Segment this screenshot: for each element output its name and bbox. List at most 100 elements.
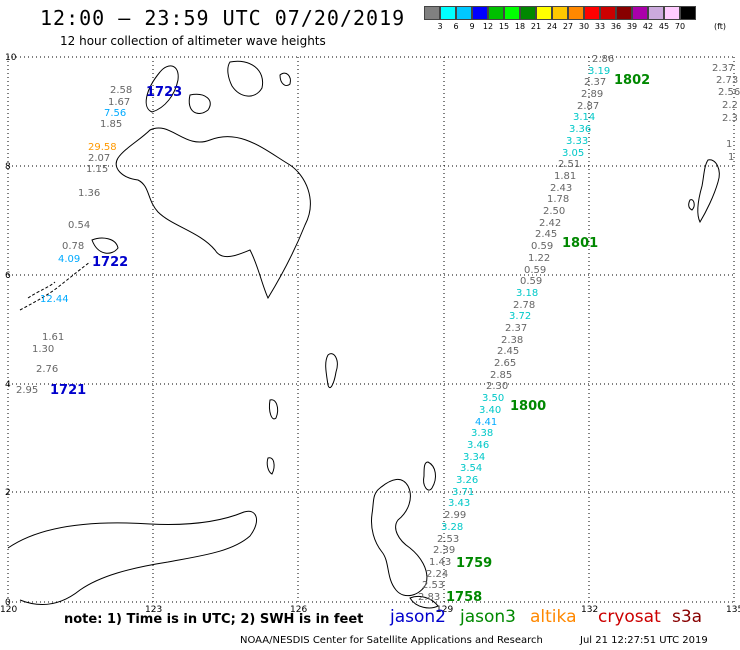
legend-label: 42 [642, 22, 654, 31]
wave-height-value: 0.78 [62, 241, 84, 252]
halmahera-coast [371, 479, 428, 597]
pass-time-1722: 1722 [92, 255, 128, 270]
wave-height-value: 2.30 [486, 381, 508, 392]
legend-label: 39 [626, 22, 638, 31]
legend-swatch [568, 6, 584, 20]
wave-height-value: 3.71 [452, 487, 474, 498]
pass-time-1800: 1800 [510, 399, 546, 414]
wave-height-value: 2.37 [584, 77, 606, 88]
legend-swatch [664, 6, 680, 20]
legend-label: 21 [530, 22, 542, 31]
wave-height-value: 2.99 [444, 510, 466, 521]
wave-height-value: 3.36 [569, 124, 591, 135]
legend-swatch [616, 6, 632, 20]
legend-label: 12 [482, 22, 494, 31]
wave-height-value: 1.15 [86, 164, 108, 175]
wave-height-value: 2.78 [513, 300, 535, 311]
legend-swatch [504, 6, 520, 20]
wave-height-value: 12.44 [40, 294, 69, 305]
pass-time-1759: 1759 [456, 556, 492, 571]
legend-swatch [648, 6, 664, 20]
wave-height-value: 1.61 [42, 332, 64, 343]
wave-height-value: 3.72 [509, 311, 531, 322]
wave-height-value: 2.56 [718, 87, 740, 98]
lon-tick-label: 120 [0, 605, 17, 615]
wave-height-value: 3.38 [471, 428, 493, 439]
wave-height-value: 2.2 [722, 100, 738, 111]
lat-tick-label: 2 [5, 488, 11, 498]
sat-legend-jason2: jason2 [390, 607, 446, 627]
wave-height-value: 3.14 [573, 112, 595, 123]
wave-height-value: 2.87 [577, 101, 599, 112]
map-title: 12:00 – 23:59 UTC 07/20/2019 [40, 6, 406, 30]
wave-height-value: 3.28 [441, 522, 463, 533]
legend-label: 24 [546, 22, 558, 31]
dinagat-coast [279, 72, 291, 87]
legend-swatch [488, 6, 504, 20]
wave-height-value: 1.85 [100, 119, 122, 130]
wave-height-value: 3.34 [463, 452, 485, 463]
palau-coast [697, 159, 720, 224]
bohol-coast [188, 93, 211, 114]
wave-height-value: 2.37 [505, 323, 527, 334]
wave-height-value: 0.59 [531, 241, 553, 252]
legend-swatch [520, 6, 536, 20]
pass-time-1802: 1802 [614, 73, 650, 88]
wave-height-value: 2.07 [88, 153, 110, 164]
wave-height-value: 2.39 [433, 545, 455, 556]
wave-height-value: 4.41 [475, 417, 497, 428]
note-text: note: 1) Time is in UTC; 2) SWH is in fe… [64, 612, 364, 627]
basilan-coast [91, 237, 119, 254]
wave-height-value: 3.40 [479, 405, 501, 416]
halmahera-inner [423, 461, 436, 491]
legend-label: 18 [514, 22, 526, 31]
wave-height-value: 4.09 [58, 254, 80, 265]
obi-coast [409, 595, 439, 609]
legend-swatch [632, 6, 648, 20]
morotai-coast [266, 457, 275, 475]
wave-height-value: 3.05 [562, 148, 584, 159]
credit-text: NOAA/NESDIS Center for Satellite Applica… [240, 635, 543, 646]
legend-label: 33 [594, 22, 606, 31]
sulu-coast [19, 261, 91, 311]
sat-legend-jason3: jason3 [460, 607, 516, 627]
legend-label: 3 [437, 22, 443, 31]
sulawesi-coast [7, 510, 258, 606]
wave-height-value: 1.67 [108, 97, 130, 108]
legend-label: 70 [674, 22, 686, 31]
sat-legend-altika: altika [530, 607, 577, 627]
lon-tick-label: 135 [726, 605, 740, 615]
legend-label: 45 [658, 22, 670, 31]
legend-swatch [552, 6, 568, 20]
map-subtitle: 12 hour collection of altimeter wave hei… [60, 34, 326, 48]
lon-tick-label: 126 [290, 605, 307, 615]
wave-height-value: 1 [728, 152, 734, 163]
wave-height-value: 2.95 [16, 385, 38, 396]
legend-swatch [680, 6, 696, 20]
wave-height-value: 1.43 [429, 557, 451, 568]
wave-height-value: 2.43 [550, 183, 572, 194]
wave-height-value: 3.46 [467, 440, 489, 451]
wave-height-value: 2.58 [110, 85, 132, 96]
legend-swatch [472, 6, 488, 20]
lat-tick-label: 6 [5, 271, 11, 281]
wave-height-value: 2.42 [539, 218, 561, 229]
legend-swatch [456, 6, 472, 20]
talaud-coast [325, 353, 338, 389]
wave-height-value: 2.76 [36, 364, 58, 375]
wave-height-value: 2.38 [501, 335, 523, 346]
wave-height-value: 0.54 [68, 220, 90, 231]
wave-height-value: 7.56 [104, 108, 126, 119]
wave-height-value: 3.54 [460, 463, 482, 474]
lat-lon-grid [7, 56, 735, 603]
legend-label: 9 [469, 22, 475, 31]
pass-time-1801: 1801 [562, 236, 598, 251]
micro-islands [688, 199, 695, 211]
wave-height-value: 2.53 [422, 580, 444, 591]
wave-height-value: 0.59 [520, 276, 542, 287]
legend-swatch [584, 6, 600, 20]
pass-time-1721: 1721 [50, 383, 86, 398]
wave-height-value: 1.22 [528, 253, 550, 264]
leyte-coast [145, 65, 179, 113]
wave-height-value: 3.19 [588, 66, 610, 77]
